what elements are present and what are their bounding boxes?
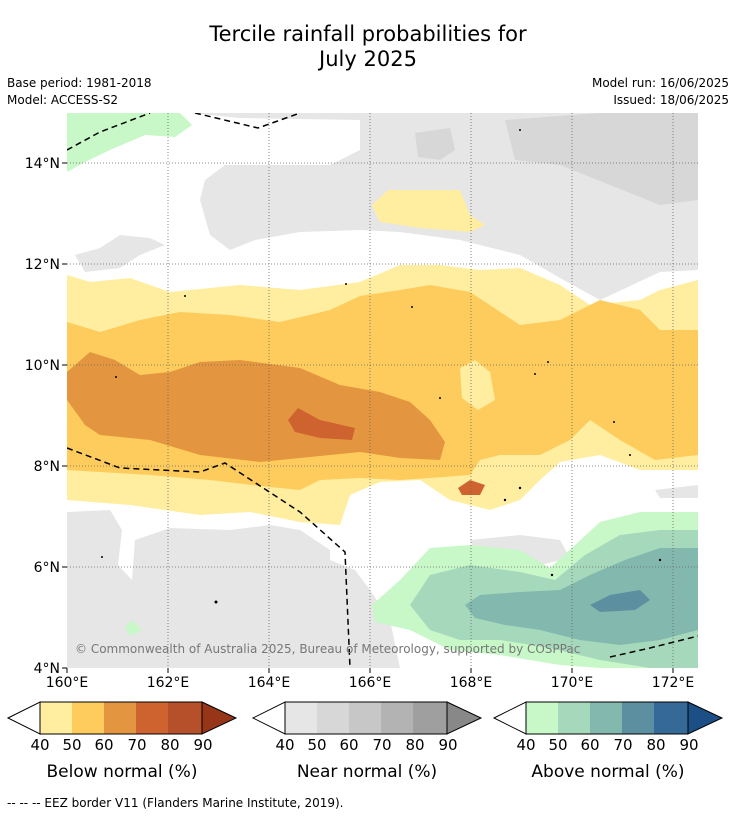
above-normal-60 xyxy=(465,548,698,645)
cb-near-2 xyxy=(349,702,381,734)
cb-near-tick: 40 xyxy=(275,736,294,754)
lat-tick-label: 10°N xyxy=(25,358,60,374)
above-normal-40-northwest xyxy=(67,113,192,172)
title-line-2: July 2025 xyxy=(319,47,417,71)
below-normal-40-north xyxy=(372,190,485,232)
lon-tick-label: 166°E xyxy=(349,675,392,691)
map-title: Tercile rainfall probabilities for July … xyxy=(0,22,736,72)
cb-below-1 xyxy=(72,702,104,734)
lon-tick-marks xyxy=(66,668,674,673)
colorbar-above-normal: 40 50 60 70 80 90 xyxy=(492,701,724,754)
colorbar-near-normal: 40 50 60 70 80 90 xyxy=(251,701,483,754)
cb-below-3 xyxy=(136,702,168,734)
cb-near-tick: 50 xyxy=(307,736,326,754)
colorbar-below-normal: 40 50 60 70 80 90 xyxy=(6,701,238,754)
meta-right: Model run: 16/06/2025 Issued: 18/06/2025 xyxy=(592,75,729,109)
cb-above-tick: 60 xyxy=(580,736,599,754)
cb-near-tick: 60 xyxy=(339,736,358,754)
near-normal-region-northwest xyxy=(75,235,165,272)
below-normal-70-south xyxy=(458,480,485,495)
cb-above-2 xyxy=(590,702,622,734)
lat-tick-label: 14°N xyxy=(25,156,60,172)
cb-near-tick: 80 xyxy=(405,736,424,754)
lon-tick-label: 172°E xyxy=(652,675,695,691)
islands xyxy=(101,129,662,604)
cb-above-5 xyxy=(688,702,722,734)
cb-below-tick: 60 xyxy=(94,736,113,754)
cb-near-tick: 90 xyxy=(438,736,457,754)
cb-above-tick: 70 xyxy=(613,736,632,754)
below-normal-50-hole xyxy=(460,360,495,410)
near-normal-dark-patch-ne xyxy=(505,113,698,205)
eez-borders xyxy=(67,113,698,668)
near-normal-dark-patch xyxy=(415,128,455,160)
cb-below-4 xyxy=(168,702,202,734)
colorbar-label-near: Near normal (%) xyxy=(296,762,438,782)
below-normal-50-north-patch xyxy=(412,290,433,305)
cb-below-0 xyxy=(40,702,72,734)
cb-near-0 xyxy=(285,702,317,734)
cb-below-2 xyxy=(104,702,136,734)
lon-tick-label: 162°E xyxy=(147,675,190,691)
below-normal-70 xyxy=(288,408,355,440)
cb-near-4 xyxy=(413,702,447,734)
gridlines xyxy=(67,113,698,668)
lon-tick-label: 170°E xyxy=(551,675,594,691)
cb-near-1 xyxy=(317,702,349,734)
lat-tick-marks xyxy=(62,162,67,669)
lat-tick-label: 4°N xyxy=(34,661,60,677)
lat-tick-label: 6°N xyxy=(34,560,60,576)
lon-tick-label: 168°E xyxy=(450,675,493,691)
footnote-eez: -- -- -- EEZ border V11 (Flanders Marine… xyxy=(7,796,344,810)
cb-below-tick: 80 xyxy=(160,736,179,754)
near-normal-region-southwest xyxy=(67,510,400,668)
cb-near-3 xyxy=(381,702,413,734)
rainfall-map: © Commonwealth of Australia 2025, Bureau… xyxy=(6,113,724,754)
colorbar-label-below: Below normal (%) xyxy=(46,762,198,782)
title-line-1: Tercile rainfall probabilities for xyxy=(209,22,527,46)
cb-near-tick: 70 xyxy=(372,736,391,754)
cb-above-3 xyxy=(622,702,654,734)
cb-below-tick: 90 xyxy=(193,736,212,754)
model-run: Model run: 16/06/2025 xyxy=(591,76,729,90)
cb-below-tick: 50 xyxy=(62,736,81,754)
cb-below-tick: 40 xyxy=(30,736,49,754)
cb-above-tick: 40 xyxy=(516,736,535,754)
lat-tick-label: 12°N xyxy=(25,257,60,273)
lon-tick-label: 160°E xyxy=(46,675,89,691)
lon-tick-label: 164°E xyxy=(248,675,291,691)
cb-below-tick: 70 xyxy=(127,736,146,754)
map-fields: © Commonwealth of Australia 2025, Bureau… xyxy=(67,113,698,668)
cb-below-5 xyxy=(202,702,236,734)
base-period: Base period: 1981-2018 xyxy=(7,76,152,90)
model-name: Model: ACCESS-S2 xyxy=(7,93,119,107)
cb-above-tick: 80 xyxy=(646,736,665,754)
colorbar-label-above: Above normal (%) xyxy=(531,762,685,782)
meta-left: Base period: 1981-2018 Model: ACCESS-S2 xyxy=(7,75,152,109)
above-normal-40-small xyxy=(125,620,142,636)
cb-near-5 xyxy=(447,702,481,734)
cb-above-tick: 90 xyxy=(679,736,698,754)
lon-tick-labels: 160°E 162°E 164°E 166°E 168°E 170°E 172°… xyxy=(46,675,695,691)
issued-date: Issued: 18/06/2025 xyxy=(613,93,729,107)
cb-above-tick: 50 xyxy=(548,736,567,754)
lat-tick-label: 8°N xyxy=(34,459,60,475)
copyright-text: © Commonwealth of Australia 2025, Bureau… xyxy=(75,642,580,656)
near-normal-region-east xyxy=(655,485,698,498)
cb-above-0 xyxy=(526,702,558,734)
cb-above-4 xyxy=(654,702,688,734)
cb-above-1 xyxy=(558,702,590,734)
lat-tick-labels: 4°N 6°N 8°N 10°N 12°N 14°N xyxy=(25,156,60,677)
above-normal-70 xyxy=(590,590,650,612)
